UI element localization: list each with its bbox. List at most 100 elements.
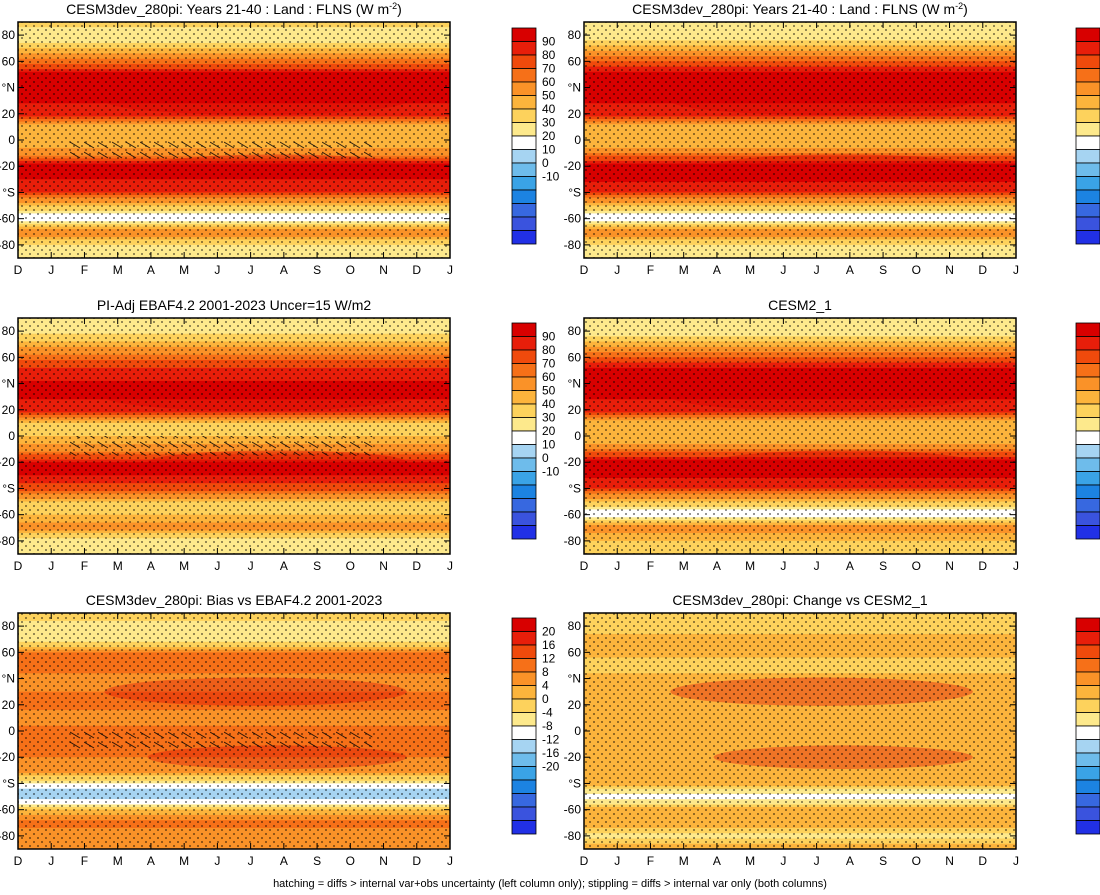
colorbar-swatch bbox=[1075, 189, 1100, 204]
figure-footnote: hatching = diffs > internal var+obs unce… bbox=[273, 878, 827, 890]
colorbar-swatch bbox=[511, 162, 537, 177]
lat-label: -20 bbox=[0, 750, 15, 764]
lat-label: °S bbox=[2, 776, 15, 790]
colorbar-swatch bbox=[511, 376, 537, 391]
lat-label: 20 bbox=[568, 107, 582, 121]
colorbar-swatch bbox=[1075, 766, 1100, 781]
month-label: J bbox=[214, 263, 220, 277]
colorbar-swatch bbox=[1075, 752, 1100, 767]
month-label: N bbox=[945, 263, 954, 277]
month-label: A bbox=[147, 854, 155, 868]
month-label: J bbox=[814, 559, 820, 573]
lat-label: -60 bbox=[564, 212, 582, 226]
panel-title: CESM3dev_280pi: Change vs CESM2_1 bbox=[672, 592, 927, 608]
colorbar-swatch bbox=[1075, 685, 1100, 700]
lat-label: -80 bbox=[564, 238, 582, 252]
month-label: O bbox=[912, 559, 921, 573]
colorbar-swatch bbox=[511, 349, 537, 364]
lat-label: 0 bbox=[8, 429, 15, 443]
lat-label: 0 bbox=[574, 429, 581, 443]
stippling-overlay bbox=[584, 318, 1016, 554]
month-label: A bbox=[147, 559, 155, 573]
colorbar-label: 60 bbox=[542, 75, 556, 89]
colorbar-label: -10 bbox=[542, 465, 560, 479]
month-label: A bbox=[713, 559, 721, 573]
month-label: J bbox=[614, 559, 620, 573]
colorbar-swatch bbox=[1075, 403, 1100, 418]
colorbar-swatch bbox=[511, 135, 537, 150]
month-label: J bbox=[780, 854, 786, 868]
colorbar-label: -4 bbox=[542, 706, 553, 720]
lat-label: -20 bbox=[564, 159, 582, 173]
lat-label: 80 bbox=[2, 619, 16, 633]
colorbar-swatch bbox=[1075, 149, 1100, 164]
colorbar-swatch bbox=[1075, 444, 1100, 459]
colorbar-swatch bbox=[1075, 739, 1100, 754]
colorbar-swatch bbox=[1075, 68, 1100, 83]
month-label: J bbox=[248, 854, 254, 868]
lat-label: 0 bbox=[574, 133, 581, 147]
lat-label: -20 bbox=[564, 455, 582, 469]
month-label: S bbox=[313, 854, 321, 868]
lat-label: -80 bbox=[0, 238, 15, 252]
month-label: S bbox=[879, 559, 887, 573]
colorbar-swatch bbox=[511, 322, 537, 337]
colorbar-swatch bbox=[511, 617, 537, 632]
colorbar-swatch bbox=[1075, 54, 1100, 69]
month-label: M bbox=[679, 559, 689, 573]
colorbar-swatch bbox=[1075, 698, 1100, 713]
hatching-overlay bbox=[69, 436, 373, 456]
colorbar-swatch bbox=[511, 671, 537, 686]
lat-label: -20 bbox=[564, 750, 582, 764]
lat-label: 20 bbox=[2, 698, 16, 712]
month-label: J bbox=[1013, 854, 1019, 868]
colorbar-swatch bbox=[511, 54, 537, 69]
colorbar-swatch bbox=[1075, 631, 1100, 646]
panel-4: CESM2_1 D J F M A M J J A S O N D J 80 60 °N 20 0 -20 °S -60 -8… bbox=[564, 297, 1100, 573]
lat-label: °S bbox=[568, 481, 581, 495]
colorbar-swatch bbox=[1075, 27, 1100, 42]
month-label: D bbox=[580, 559, 589, 573]
month-label: J bbox=[614, 263, 620, 277]
colorbar-label: 80 bbox=[542, 343, 556, 357]
colorbar-label: 20 bbox=[542, 424, 556, 438]
colorbar-swatch bbox=[511, 820, 537, 835]
month-label: D bbox=[412, 559, 421, 573]
panel-6: CESM3dev_280pi: Change vs CESM2_1 D J F M A M J… bbox=[564, 592, 1100, 868]
lat-label: 60 bbox=[2, 350, 16, 364]
lat-label: -60 bbox=[564, 803, 582, 817]
stippling-overlay bbox=[584, 22, 1016, 258]
month-label: M bbox=[679, 263, 689, 277]
colorbar-swatch bbox=[1075, 216, 1100, 231]
colorbar-swatch bbox=[1075, 230, 1100, 245]
panel-3: PI-Adj EBAF4.2 2001-2023 Uncer=15 W/m2 D J… bbox=[0, 297, 560, 573]
colorbar-label: -8 bbox=[542, 719, 553, 733]
colorbar-label: 20 bbox=[542, 129, 556, 143]
colorbar-swatch bbox=[511, 203, 537, 218]
month-label: J bbox=[248, 559, 254, 573]
colorbar-label: 16 bbox=[542, 638, 556, 652]
lat-label: 80 bbox=[2, 324, 16, 338]
colorbar-swatch bbox=[511, 631, 537, 646]
colorbar-swatch bbox=[511, 752, 537, 767]
colorbar-label: 80 bbox=[542, 48, 556, 62]
colorbar-swatch bbox=[511, 95, 537, 110]
colorbar-swatch bbox=[511, 108, 537, 123]
month-label: M bbox=[113, 854, 123, 868]
colorbar-swatch bbox=[511, 511, 537, 526]
colorbar-swatch bbox=[511, 484, 537, 499]
plot-area bbox=[584, 22, 1016, 258]
colorbar-swatch bbox=[511, 698, 537, 713]
lat-label: -80 bbox=[0, 534, 15, 548]
month-label: O bbox=[912, 854, 921, 868]
colorbar-label: 20 bbox=[542, 625, 556, 639]
month-label: M bbox=[113, 263, 123, 277]
colorbar-swatch bbox=[1075, 322, 1100, 337]
colorbar-swatch bbox=[1075, 417, 1100, 432]
month-label: M bbox=[113, 559, 123, 573]
lat-label: 60 bbox=[2, 54, 16, 68]
